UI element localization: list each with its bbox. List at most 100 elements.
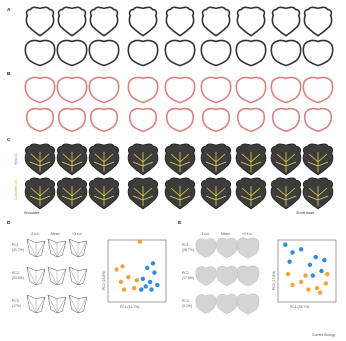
leaf-photo-bottom-4 <box>127 177 159 210</box>
panel-c-row-label-top: Wild (1) <box>14 153 18 165</box>
leaf-photo-bottom-1 <box>24 177 56 210</box>
panel-c-row-1 <box>24 143 334 176</box>
scatter-point <box>290 250 295 255</box>
y-axis-label: PC2 (23.6%) <box>102 271 106 290</box>
pc-value: (9.2%) <box>182 304 192 308</box>
leaf-outline-red-7 <box>236 107 266 133</box>
pc-label: PC3 <box>12 299 19 303</box>
leaf-photo-top-4 <box>127 143 159 176</box>
scatter-point <box>145 265 150 271</box>
mean-shape <box>195 294 217 314</box>
leaf-photo-top-6 <box>200 143 232 176</box>
scatter-point <box>285 271 291 277</box>
x-axis-label: PC1 (41.7%) <box>120 305 139 309</box>
leaf-outline-red-9 <box>302 76 334 104</box>
pc-label: PC2 <box>182 271 189 275</box>
leaf-outline-red-3 <box>88 76 120 104</box>
panel-d-letter: D <box>7 220 11 226</box>
leaf-outline-red-5 <box>165 107 195 133</box>
panel-b-letter: B <box>7 71 11 77</box>
column-label: +3 s.d. <box>242 232 252 236</box>
scatter-point <box>131 285 137 291</box>
scatter-point <box>152 270 157 275</box>
leaf-photo-top-7 <box>235 143 267 176</box>
plot-frame <box>107 239 167 303</box>
leaf-photo-bottom-6 <box>200 177 232 210</box>
landmark-shape <box>68 294 88 314</box>
leaf-outline-8 <box>271 6 301 37</box>
scatter-point <box>287 259 292 264</box>
mean-shape <box>236 237 260 259</box>
scatter-point <box>303 273 308 278</box>
leaf-outline-4 <box>128 6 158 37</box>
column-label: -3 s.d. <box>200 232 209 236</box>
leaf-outline-red-3 <box>89 107 119 133</box>
scatter-point <box>143 284 148 289</box>
leaf-outline-3 <box>88 39 120 67</box>
scatter-point <box>323 281 329 286</box>
scatter-point <box>313 254 318 260</box>
leaf-outline-red-6 <box>201 107 231 133</box>
panel-c-row-2 <box>24 177 334 210</box>
column-label: Mean <box>51 232 60 236</box>
landmark-shape <box>26 266 46 286</box>
scatter-point <box>137 239 143 244</box>
leaf-photo-top-1 <box>24 143 56 176</box>
leaf-photo-bottom-8 <box>270 177 302 210</box>
mean-shape <box>236 293 260 315</box>
mean-shape <box>216 293 238 315</box>
column-label: -3 s.d. <box>30 232 39 236</box>
scatter-point <box>140 276 145 281</box>
leaf-outline-9 <box>303 6 333 37</box>
landmark-shape <box>26 294 46 314</box>
scatter-point <box>306 287 311 292</box>
leaf-outline-red-4 <box>127 76 159 104</box>
landmark-shape <box>68 238 88 258</box>
pc-value: (28.7%) <box>182 248 194 252</box>
leaf-outline-7 <box>235 39 267 67</box>
leaf-outline-red-1 <box>25 107 55 133</box>
leaf-outline-7 <box>236 6 266 37</box>
leaf-outline-red-8 <box>271 107 301 133</box>
leaf-outline-red-8 <box>270 76 302 104</box>
leaf-outline-9 <box>302 39 334 67</box>
leaf-photo-top-2 <box>56 143 88 176</box>
leaf-outline-1 <box>24 39 56 67</box>
panel-c-caption-right: Short base <box>296 211 314 215</box>
mean-shape <box>216 265 238 287</box>
scatter-point <box>322 257 327 263</box>
leaf-outline-8 <box>270 39 302 67</box>
leaf-photo-bottom-3 <box>88 177 120 210</box>
scatter-point <box>155 282 160 288</box>
panel-c-letter: C <box>7 137 11 143</box>
panel-d: -3 s.d. Mean +3 s.d. PC1(41.7%) PC2(23.6%) PC… <box>12 232 167 314</box>
scatter-point <box>147 279 153 285</box>
pc-value: (17%) <box>12 304 21 308</box>
column-label: +3 s.d. <box>72 232 82 236</box>
figure-credit: Current Biology <box>312 333 336 337</box>
leaf-outline-red-7 <box>235 76 267 104</box>
leaf-outline-red-2 <box>57 107 87 133</box>
y-axis-label: PC2 (17.8%) <box>272 271 276 290</box>
scatter-point <box>114 267 119 272</box>
leaf-outline-3 <box>89 6 119 37</box>
scatter-point <box>319 268 324 274</box>
panel-e: -3 s.d. Mean +3 s.d. PC1(28.7%) PC2(17.8%) PC… <box>182 232 337 315</box>
pc-label: PC2 <box>12 271 19 275</box>
panel-e-letter: E <box>178 220 182 226</box>
column-label: Mean <box>221 232 230 236</box>
x-axis-label: PC1 (28.7%) <box>290 305 309 309</box>
leaf-outline-5 <box>165 6 195 37</box>
scatter-point <box>121 287 127 292</box>
scatter-point <box>149 287 154 292</box>
leaf-outline-6 <box>200 39 232 67</box>
leaf-photo-bottom-7 <box>235 177 267 210</box>
pc-value: (41.7%) <box>12 248 24 252</box>
landmark-shape <box>47 266 67 286</box>
leaf-photo-bottom-5 <box>164 177 196 210</box>
leaf-photo-top-8 <box>270 143 302 176</box>
leaf-photo-top-3 <box>88 143 120 176</box>
scatter-point <box>150 261 156 266</box>
leaf-photo-bottom-9 <box>302 177 334 210</box>
